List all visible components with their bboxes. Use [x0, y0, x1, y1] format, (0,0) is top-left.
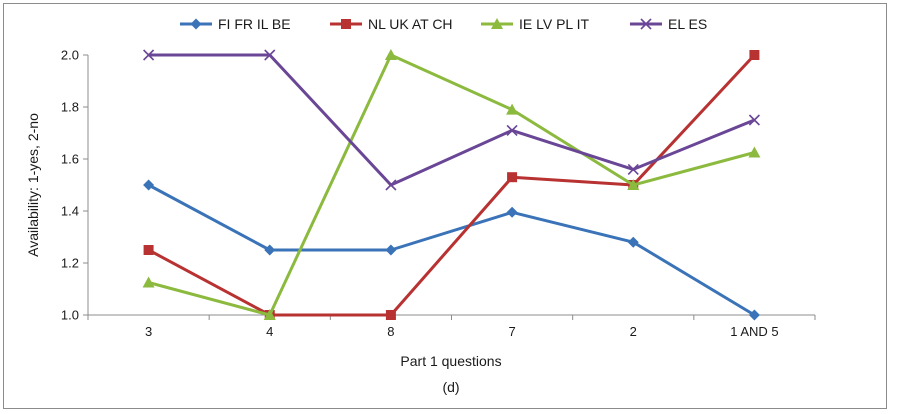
data-point [264, 244, 276, 256]
legend-entry: EL ES [630, 16, 707, 32]
data-point [748, 146, 761, 158]
series-line [147, 183, 756, 317]
legend-entry: IE LV PL IT [481, 16, 589, 32]
data-point [506, 206, 518, 218]
data-point [385, 244, 397, 256]
data-point [627, 236, 639, 248]
data-point [385, 310, 396, 320]
series-line [148, 53, 755, 187]
data-point [384, 49, 397, 60]
data-point [263, 309, 276, 320]
chart-caption: (d) [442, 379, 459, 395]
x-tick-label: 1 AND 5 [730, 324, 778, 339]
legend: FI FR IL BE NL UK AT CH IE LV PL IT EL ES [180, 16, 707, 32]
chart-frame [3, 3, 887, 409]
data-point [748, 309, 760, 321]
series-line [148, 53, 755, 317]
legend-label: NL UK AT CH [368, 16, 453, 32]
y-tick-label: 2.0 [61, 48, 79, 63]
x-axis-title: Part 1 questions [400, 353, 501, 369]
legend-label: FI FR IL BE [218, 16, 291, 32]
data-point [143, 245, 154, 255]
data-point [143, 49, 155, 61]
y-tick-label: 1.8 [61, 100, 79, 115]
series-line [147, 53, 756, 317]
y-tick-label: 1.6 [61, 152, 79, 167]
data-point [749, 50, 760, 60]
series-2 [143, 50, 760, 320]
series-4 [143, 49, 760, 191]
y-tick-label: 1.2 [61, 256, 79, 271]
data-point [506, 124, 518, 136]
axes-layer: 1.0 1.2 1.4 1.6 1.8 2.0 3 4 8 7 2 1 AND 5 [61, 48, 816, 339]
legend-marker [491, 18, 503, 29]
x-tick-label: 2 [630, 324, 637, 339]
legend-label: EL ES [668, 16, 707, 32]
series-3 [142, 49, 761, 320]
legend-label: IE LV PL IT [519, 16, 589, 32]
data-point [627, 179, 640, 190]
legend-marker [190, 18, 202, 30]
y-tick-label: 1.4 [61, 204, 79, 219]
data-point [748, 114, 760, 126]
legend-marker [640, 18, 652, 30]
x-tick-label: 3 [145, 324, 152, 339]
y-tick-label: 1.0 [61, 308, 79, 323]
data-point [264, 49, 276, 61]
data-point [506, 103, 519, 115]
y-axis-title: Availability: 1-yes, 2-no [25, 113, 41, 257]
x-tick-label: 4 [266, 324, 273, 339]
series-layer [142, 49, 761, 321]
x-tick-label: 7 [508, 324, 515, 339]
data-point [627, 163, 639, 175]
data-point [385, 179, 397, 191]
legend-entry: FI FR IL BE [180, 16, 291, 32]
x-tick-label: 8 [387, 324, 394, 339]
data-point [142, 276, 155, 288]
legend-marker [341, 19, 351, 29]
data-point [143, 179, 155, 191]
series-1 [143, 179, 760, 321]
legend-entry: NL UK AT CH [330, 16, 453, 32]
data-point [507, 172, 518, 183]
